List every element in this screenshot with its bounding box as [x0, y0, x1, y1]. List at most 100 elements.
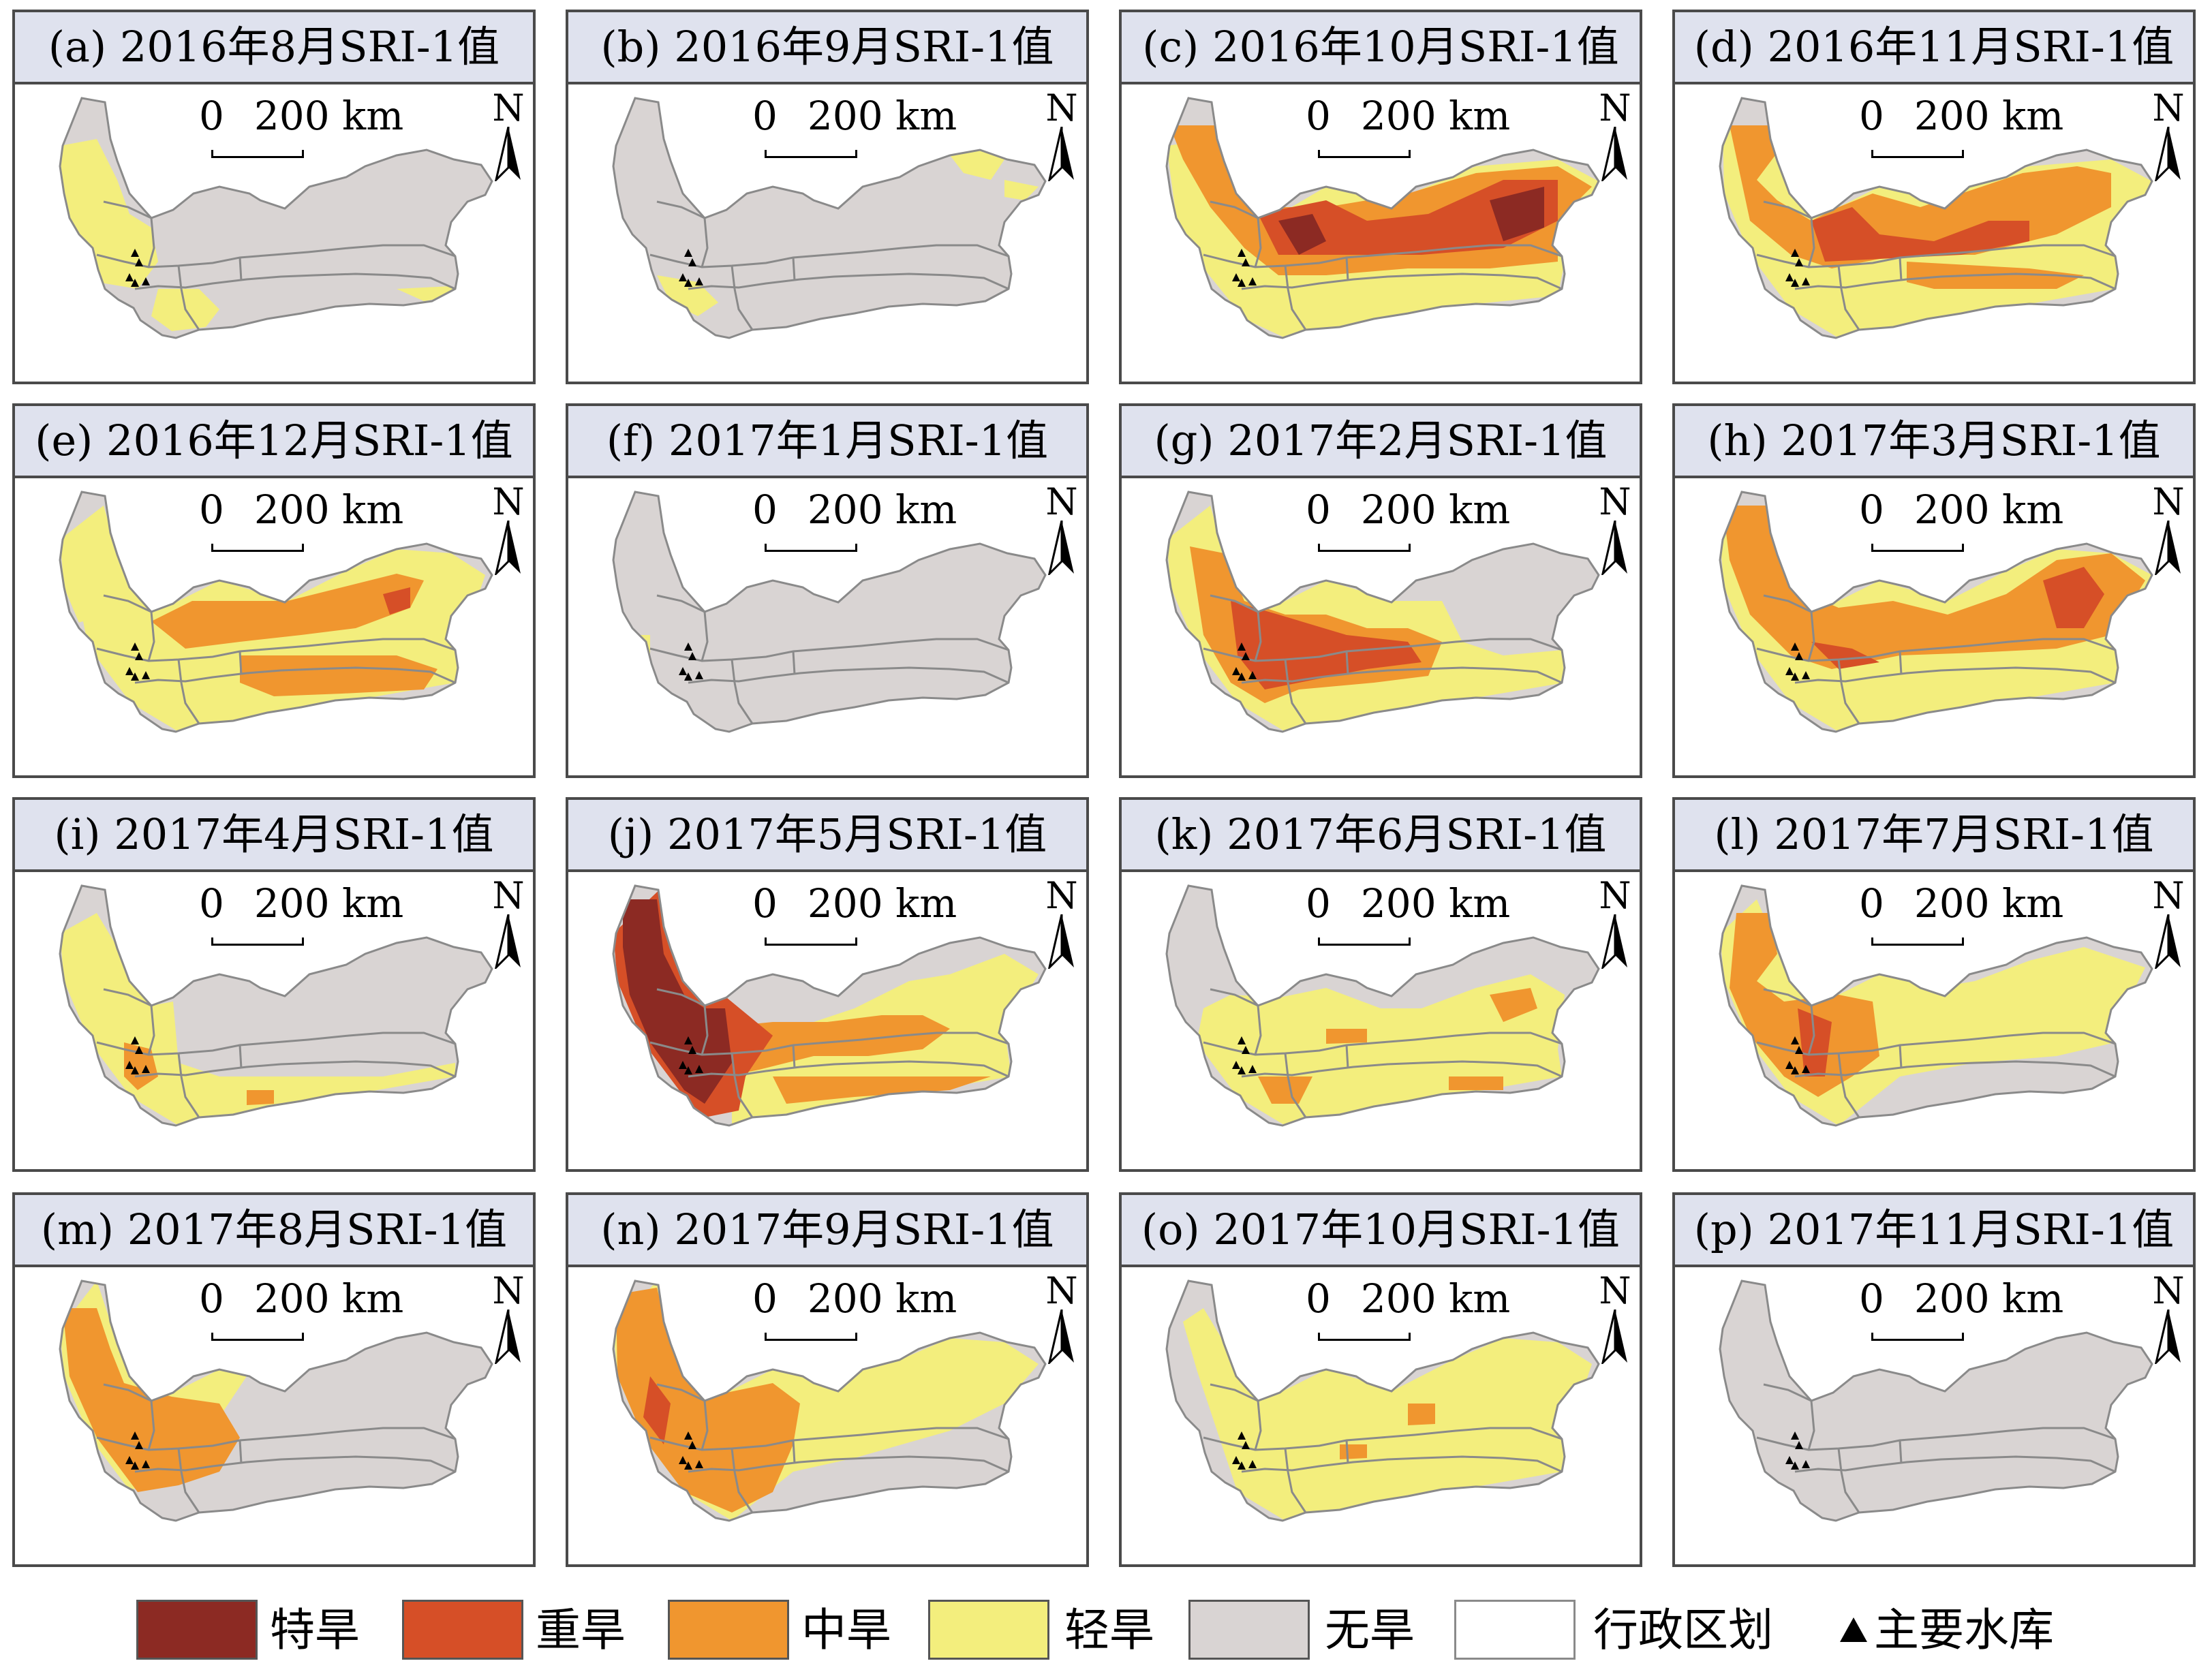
- region-outline: [59, 884, 493, 1127]
- admin-boundary: [701, 217, 709, 268]
- reservoir-icon: [1232, 1456, 1240, 1464]
- reservoir-icon: [679, 1061, 687, 1069]
- admin-boundary: [1287, 682, 1307, 724]
- reservoir-icon: [695, 1065, 703, 1073]
- scale-zero: 0: [1306, 93, 1331, 139]
- region-outline: [59, 491, 493, 733]
- map-area: 0 200 km N: [568, 872, 1086, 1169]
- reservoir-icon: [135, 258, 143, 266]
- reservoir-icon: [131, 1461, 139, 1470]
- admin-boundary: [147, 217, 155, 268]
- admin-boundary: [1840, 1076, 1860, 1118]
- scale-zero: 0: [199, 880, 224, 927]
- reservoir-icon: [131, 279, 139, 287]
- reservoir-icon: [688, 652, 696, 660]
- reservoir-icon: [1785, 273, 1794, 281]
- scale-label: 0 200 km: [752, 880, 957, 927]
- scale-label: 0 200 km: [199, 93, 403, 139]
- scale-distance: 200 km: [1914, 880, 2064, 927]
- panel-title: (j) 2017年5月SRI-1值: [568, 800, 1086, 872]
- drought-map: [1719, 97, 2153, 339]
- scale-distance: 200 km: [1914, 93, 2064, 139]
- reservoir-icon: [1242, 258, 1250, 266]
- north-label: N: [1599, 1269, 1631, 1312]
- drought-zone: [1490, 187, 1544, 241]
- north-arrow-icon: N: [489, 878, 527, 973]
- scale-bar: [1318, 1333, 1411, 1341]
- admin-boundary: [656, 1383, 705, 1402]
- scale-distance: 200 km: [807, 880, 957, 927]
- scale-label: 0 200 km: [1306, 880, 1510, 927]
- legend-swatch-none: [1188, 1600, 1310, 1660]
- map-area: 0 200 km N: [1675, 478, 2193, 775]
- scale-bar: [211, 150, 304, 158]
- legend-label-boundary: 行政区划: [1593, 1604, 1773, 1656]
- drought-zone: [950, 150, 1004, 180]
- admin-boundary: [701, 1005, 709, 1055]
- panel-title: (i) 2017年4月SRI-1值: [15, 800, 533, 872]
- drought-zone: [151, 574, 424, 649]
- scale-zero: 0: [199, 486, 224, 533]
- admin-boundary: [688, 1060, 1009, 1078]
- admin-boundary: [96, 638, 456, 662]
- drought-map: [1165, 97, 1600, 339]
- admin-boundary: [239, 257, 243, 281]
- drought-zone: [247, 1090, 274, 1105]
- scale-distance: 200 km: [1360, 880, 1511, 927]
- map-panel: (k) 2017年6月SRI-1值 0 200 km N: [1119, 797, 1642, 1172]
- drought-zone: [1183, 1308, 1592, 1521]
- map-panel: (f) 2017年1月SRI-1值 0 200 km N: [566, 403, 1089, 778]
- reservoir-icon: [679, 1456, 687, 1464]
- reservoir-icon: [679, 273, 687, 281]
- map-panel: (a) 2016年8月SRI-1值 0 200 km N: [12, 10, 536, 384]
- admin-boundary: [688, 273, 1009, 290]
- reservoir-icon: [131, 642, 139, 651]
- north-arrow-icon: N: [1043, 1273, 1081, 1368]
- admin-boundary: [1899, 1044, 1903, 1069]
- north-arrow-icon: N: [1043, 484, 1081, 579]
- panel-title: (h) 2017年3月SRI-1值: [1675, 406, 2193, 478]
- admin-boundary: [96, 244, 456, 268]
- legend-swatch-severe: [402, 1600, 523, 1660]
- region-outline: [612, 491, 1047, 733]
- panel-title: (e) 2016年12月SRI-1值: [15, 406, 533, 478]
- admin-boundary: [1254, 611, 1262, 662]
- north-arrow-icon: N: [1596, 878, 1634, 973]
- scale-bar: [1871, 937, 1964, 946]
- admin-boundary: [792, 1440, 796, 1464]
- scale-zero: 0: [1859, 1275, 1884, 1322]
- admin-boundary: [180, 288, 200, 330]
- admin-boundary: [1763, 1383, 1812, 1402]
- map-panel: (n) 2017年9月SRI-1值 0 200 km N: [566, 1192, 1089, 1567]
- map-area: 0 200 km N: [1122, 84, 1640, 382]
- drought-map: [1719, 1280, 2153, 1522]
- scale-zero: 0: [752, 486, 778, 533]
- reservoir-icon: [684, 642, 692, 651]
- scale-label: 0 200 km: [752, 1275, 957, 1322]
- drought-zone: [1326, 1029, 1367, 1044]
- map-panel: (b) 2016年9月SRI-1值 0 200 km N: [566, 10, 1089, 384]
- reservoir-icon: [1248, 277, 1257, 285]
- admin-boundary: [103, 988, 152, 1007]
- scale-label: 0 200 km: [752, 93, 957, 139]
- map-area: 0 200 km N: [568, 84, 1086, 382]
- north-arrow-icon: N: [1596, 90, 1634, 185]
- region-outline: [612, 884, 1047, 1127]
- scale-zero: 0: [752, 93, 778, 139]
- admin-boundary: [1210, 988, 1259, 1007]
- scale-distance: 200 km: [807, 1275, 957, 1322]
- north-label: N: [2152, 1269, 2185, 1312]
- map-panel: (l) 2017年7月SRI-1值 0 200 km N: [1672, 797, 2196, 1172]
- region-base: [1720, 1281, 2152, 1521]
- scale-distance: 200 km: [1360, 93, 1511, 139]
- scale-label: 0 200 km: [1306, 1275, 1510, 1322]
- scale-zero: 0: [752, 880, 778, 927]
- admin-boundary: [1794, 666, 2116, 684]
- north-arrow-icon: N: [489, 90, 527, 185]
- reservoir-icon: [131, 1066, 139, 1074]
- reservoir-icon: [1232, 1061, 1240, 1069]
- panel-title: (d) 2016年11月SRI-1值: [1675, 12, 2193, 84]
- admin-boundary: [1287, 1076, 1307, 1118]
- admin-boundary: [1284, 265, 1289, 290]
- admin-boundary: [1899, 1440, 1903, 1464]
